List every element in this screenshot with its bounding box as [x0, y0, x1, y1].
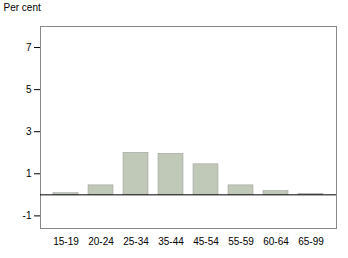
svg-text:15-19: 15-19 [53, 236, 79, 247]
svg-text:65-99: 65-99 [298, 236, 324, 247]
svg-text:1: 1 [26, 168, 32, 179]
svg-text:Per cent: Per cent [4, 2, 41, 13]
svg-text:7: 7 [26, 42, 32, 53]
svg-text:5: 5 [26, 84, 32, 95]
svg-text:60-64: 60-64 [263, 236, 289, 247]
svg-text:20-24: 20-24 [88, 236, 114, 247]
svg-text:25-34: 25-34 [123, 236, 149, 247]
svg-text:35-44: 35-44 [158, 236, 184, 247]
svg-text:-1: -1 [23, 210, 32, 221]
svg-text:55-59: 55-59 [228, 236, 254, 247]
svg-text:45-54: 45-54 [193, 236, 219, 247]
svg-text:3: 3 [26, 126, 32, 137]
